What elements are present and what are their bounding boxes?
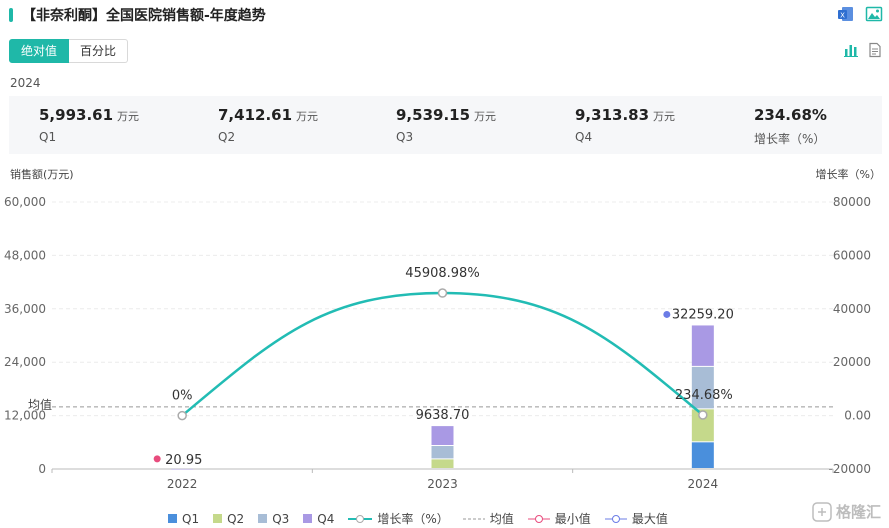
y-right-tick-label: 60000 — [833, 248, 871, 262]
legend-label: 最大值 — [631, 512, 668, 526]
summary-year: 2024 — [10, 76, 41, 90]
average-label: 均值 — [28, 397, 52, 412]
growth-rate-point — [437, 288, 448, 298]
x-tick-label: 2024 — [688, 477, 719, 491]
stat-growth: 234.68% 增长率（%） — [754, 106, 827, 147]
excel-export-icon[interactable]: X — [837, 5, 855, 23]
growth-rate-label: 234.68% — [675, 388, 733, 403]
stat-name: Q2 — [218, 130, 236, 144]
y-right-tick-label: -20000 — [828, 462, 871, 476]
stat-q1: 5,993.61 万元 Q1 — [39, 106, 139, 144]
tab-percentage[interactable]: 百分比 — [69, 39, 129, 63]
legend-item-max[interactable]: 最大值 — [604, 510, 668, 527]
document-icon[interactable] — [867, 42, 883, 62]
chart-title: 【非奈利酮】全国医院销售额-年度趋势 — [22, 8, 266, 24]
y-left-tick-label: 48,000 — [4, 248, 46, 262]
sales-trend-chart: 0 12,000 24,000 36,000 48,000 60,000 -20000 0.0… — [4, 195, 871, 491]
stat-value: 9,539.15 — [396, 106, 471, 124]
legend-item-q3[interactable]: Q3 — [258, 512, 289, 526]
stat-value: 5,993.61 — [39, 106, 114, 124]
y-left-tick-label: 24,000 — [4, 355, 46, 369]
stat-unit: 万元 — [117, 110, 140, 123]
min-marker-label: 20.95 — [165, 453, 202, 468]
bar-segment-q2 — [431, 459, 454, 468]
legend-label: Q4 — [317, 511, 335, 526]
stat-name: Q1 — [39, 130, 57, 144]
legend-label: 均值 — [489, 512, 514, 526]
y-right-tick-label: 80000 — [833, 195, 871, 209]
bar-chart-icon[interactable] — [843, 42, 859, 62]
legend-item-q1[interactable]: Q1 — [168, 512, 199, 526]
legend-label: Q1 — [182, 511, 200, 526]
bar-segment-q1 — [691, 442, 714, 468]
stat-q3: 9,539.15 万元 Q3 — [396, 106, 496, 144]
y-right-axis-title: 增长率（%） — [815, 168, 881, 181]
legend-item-q2[interactable]: Q2 — [213, 512, 244, 526]
y-left-axis-title: 销售额(万元) — [10, 168, 74, 181]
title-accent-bar — [9, 8, 13, 22]
value-mode-tabs: 绝对值 百分比 — [9, 39, 129, 63]
growth-rate-point — [177, 410, 187, 421]
chart-header: 【非奈利酮】全国医院销售额-年度趋势 X — [0, 0, 889, 32]
x-tick-label: 2022 — [167, 477, 198, 491]
y-left-tick-label: 12,000 — [4, 409, 46, 423]
y-left-tick-label: 36,000 — [4, 302, 46, 316]
y-right-tick-label: 20000 — [833, 355, 871, 369]
stat-q2: 7,412.61 万元 Q2 — [218, 106, 318, 144]
legend-item-min[interactable]: 最小值 — [527, 510, 591, 527]
stat-name: 增长率（%） — [754, 132, 826, 146]
chart-legend: Q1 Q2 Q3 Q4 增长率（%） 均值 最小值 最大值 — [168, 510, 668, 527]
y-left-tick-label: 0 — [38, 462, 46, 476]
max-marker — [663, 310, 671, 318]
stat-name: Q3 — [396, 130, 414, 144]
bar-segment-q4 — [691, 325, 714, 366]
legend-label: 最小值 — [554, 512, 591, 526]
legend-item-growth[interactable]: 增长率（%） — [348, 510, 449, 527]
stat-value: 9,313.83 — [575, 106, 650, 124]
legend-item-average[interactable]: 均值 — [462, 510, 514, 527]
legend-item-q4[interactable]: Q4 — [303, 512, 334, 526]
tab-absolute[interactable]: 绝对值 — [9, 39, 70, 63]
bar-segment-q4 — [431, 426, 454, 445]
y-right-tick-label: 0.00 — [844, 409, 871, 423]
legend-label: 增长率（%） — [377, 512, 449, 526]
bar-segment-q2 — [691, 409, 714, 442]
growth-rate-label: 0% — [172, 389, 193, 404]
growth-rate-point — [698, 410, 708, 420]
stat-value: 7,412.61 — [218, 106, 293, 124]
stat-unit: 万元 — [653, 110, 676, 123]
stat-q4: 9,313.83 万元 Q4 — [575, 106, 675, 144]
min-marker — [153, 455, 161, 463]
legend-label: Q2 — [227, 511, 245, 526]
stat-name: Q4 — [575, 130, 593, 144]
legend-label: Q3 — [272, 511, 290, 526]
watermark-logo-icon — [812, 501, 832, 522]
stat-unit: 万元 — [296, 110, 319, 123]
growth-rate-label: 45908.98% — [405, 266, 479, 281]
x-tick-label: 2023 — [427, 477, 458, 491]
bar-segment-q3 — [691, 366, 714, 409]
bar-total-label: 9638.70 — [416, 408, 470, 423]
bar-segment-q3 — [431, 445, 454, 459]
y-right-tick-label: 40000 — [833, 302, 871, 316]
svg-text:X: X — [840, 12, 845, 20]
growth-rate-line — [181, 291, 704, 417]
bar-segment-q4 — [171, 468, 194, 470]
summary-stats-panel: 5,993.61 万元 Q1 7,412.61 万元 Q2 9,539.15 万元 Q… — [9, 96, 882, 154]
watermark: 格隆汇 — [812, 501, 881, 522]
stat-unit: 万元 — [474, 110, 497, 123]
bar-total-label: 32259.20 — [672, 307, 734, 322]
image-export-icon[interactable] — [865, 5, 883, 23]
y-left-tick-label: 60,000 — [4, 195, 46, 209]
stat-value: 234.68% — [754, 106, 827, 124]
watermark-text: 格隆汇 — [835, 503, 881, 521]
